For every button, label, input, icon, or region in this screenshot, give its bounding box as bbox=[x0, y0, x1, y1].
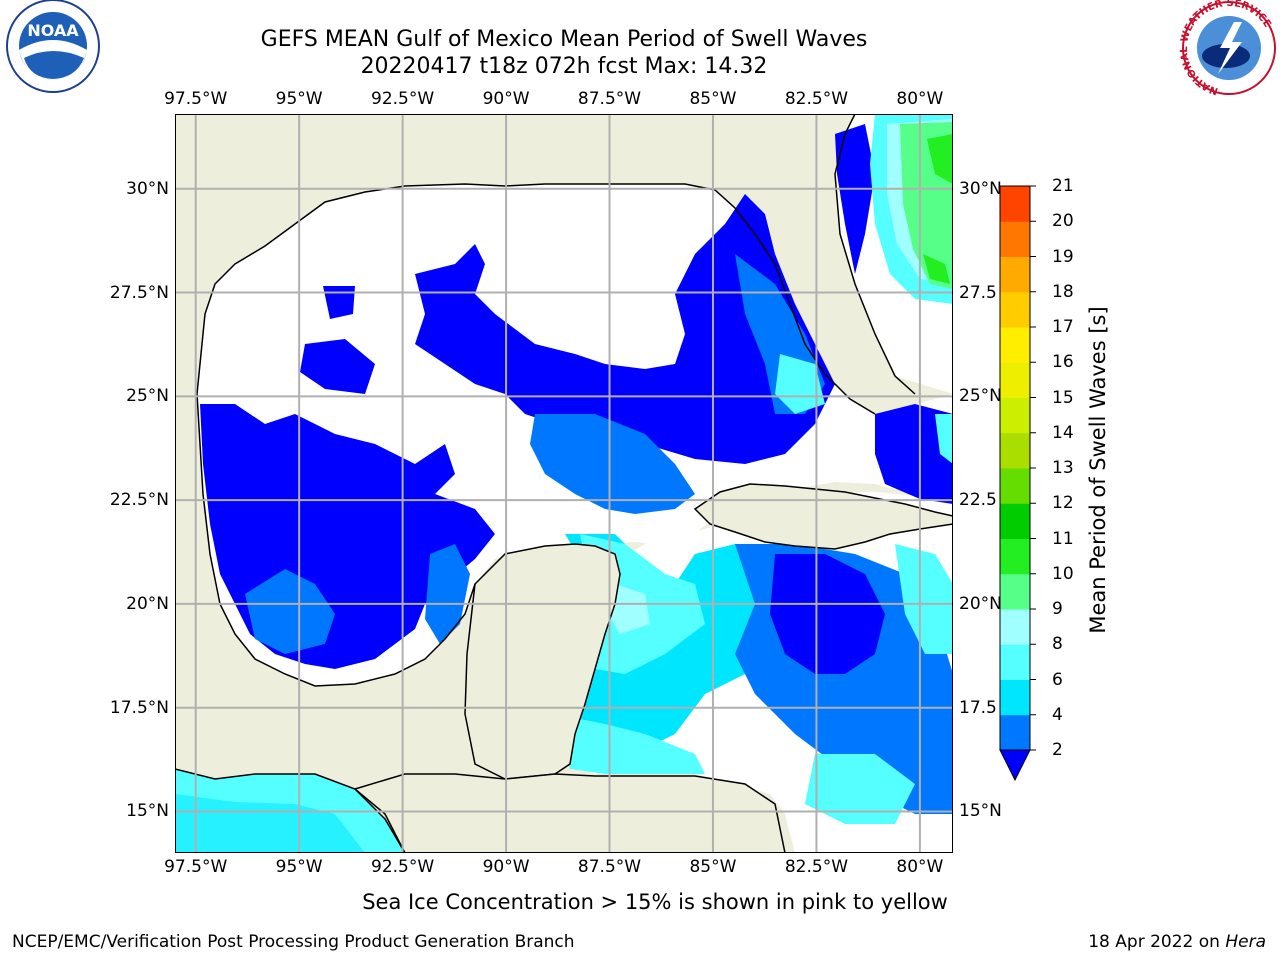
lat-tick-label-right: 20°N bbox=[959, 593, 1002, 614]
keys-cyan bbox=[775, 354, 825, 414]
pacific-coast bbox=[175, 768, 406, 853]
colorbar-tick-label: 6 bbox=[1052, 669, 1063, 690]
atlantic-blue bbox=[835, 124, 875, 274]
colorbar-segment bbox=[1000, 679, 1030, 716]
colorbar-tick-label: 17 bbox=[1052, 317, 1074, 337]
lon-tick-label-bottom: 95°W bbox=[275, 857, 323, 877]
colorbar-tick-label: 20 bbox=[1052, 211, 1074, 232]
lat-tick-label-right: 22.5 bbox=[959, 490, 997, 511]
map-plot bbox=[175, 114, 953, 853]
lat-tick-label-left: 30°N bbox=[126, 178, 169, 199]
chart-subtitle: 20220417 t18z 072h fcst Max: 14.32 bbox=[360, 54, 768, 79]
colorbar-tick-label: 15 bbox=[1052, 387, 1074, 408]
gulf-blue-nw bbox=[323, 286, 355, 319]
sea-ice-note: Sea Ice Concentration > 15% is shown in … bbox=[362, 890, 948, 914]
colorbar-segment bbox=[1000, 644, 1030, 680]
straits-cyan bbox=[935, 414, 953, 464]
lat-tick-label-right: 15°N bbox=[959, 801, 1002, 822]
lon-tick-label-top: 85°W bbox=[689, 89, 737, 109]
noaa-logo-text: NOAA bbox=[27, 21, 79, 40]
lon-tick-label-top: 90°W bbox=[482, 89, 530, 109]
colorbar-segment bbox=[1000, 503, 1030, 539]
lat-tick-label-left: 17.5°N bbox=[109, 697, 169, 718]
colorbar-tick-label: 19 bbox=[1052, 246, 1074, 267]
colorbar-segment bbox=[1000, 609, 1030, 645]
lon-tick-label-top: 87.5°W bbox=[577, 89, 642, 109]
carib-cyan-south bbox=[555, 714, 705, 774]
colorbar-segment bbox=[1000, 362, 1030, 398]
lon-tick-label-top: 97.5°W bbox=[164, 89, 228, 109]
colorbar-tick-label: 13 bbox=[1052, 458, 1074, 478]
atlantic-darkgreen-2 bbox=[923, 254, 950, 284]
colorbar-segment bbox=[1000, 468, 1030, 504]
colorbar-tick-label: 9 bbox=[1052, 599, 1063, 619]
lon-tick-label-top: 95°W bbox=[275, 89, 323, 109]
colorbar-segment bbox=[1000, 538, 1030, 575]
central-america-land bbox=[353, 773, 786, 853]
nws-logo: NATIONAL WEATHER SERVICE bbox=[1179, 0, 1276, 96]
lon-tick-label-bottom: 87.5°W bbox=[577, 857, 642, 877]
colorbar-segment bbox=[1000, 714, 1030, 751]
lon-tick-label-bottom: 90°W bbox=[482, 857, 530, 877]
colorbar-tick-label: 2 bbox=[1052, 740, 1063, 760]
colorbar-under-triangle bbox=[999, 749, 1031, 782]
chart-title: GEFS MEAN Gulf of Mexico Mean Period of … bbox=[260, 27, 868, 52]
colorbar-segment bbox=[1000, 221, 1030, 257]
colorbar-title: Mean Period of Swell Waves [s] bbox=[1086, 306, 1110, 634]
date-text: 18 Apr 2022 on bbox=[1088, 932, 1226, 952]
noaa-logo: NOAA bbox=[6, 0, 100, 93]
generated-date: 18 Apr 2022 on Hera bbox=[1088, 932, 1266, 952]
lat-tick-label-left: 20°N bbox=[126, 593, 169, 614]
colorbar-segment bbox=[1000, 327, 1030, 363]
lon-tick-label-bottom: 82.5°W bbox=[784, 857, 849, 877]
lat-tick-label-left: 27.5°N bbox=[109, 282, 169, 303]
gulf-medium-blue-sw bbox=[245, 569, 335, 654]
lat-tick-label-left: 25°N bbox=[126, 386, 169, 407]
colorbar bbox=[999, 185, 1036, 782]
colorbar-tick-label: 11 bbox=[1052, 528, 1074, 549]
credit-line: NCEP/EMC/Verification Post Processing Pr… bbox=[12, 932, 575, 952]
colorbar-tick-label: 18 bbox=[1052, 281, 1074, 302]
carib-east-blue bbox=[770, 554, 885, 674]
carib-east-cyan-2 bbox=[895, 544, 953, 654]
lon-tick-label-top: 82.5°W bbox=[784, 89, 849, 109]
colorbar-segment bbox=[1000, 397, 1030, 434]
gulf-blue-north bbox=[300, 339, 375, 394]
colorbar-segment bbox=[1000, 186, 1030, 222]
colorbar-tick-label: 8 bbox=[1052, 634, 1063, 655]
lat-tick-label-left: 22.5°N bbox=[109, 490, 169, 511]
atlantic-darkgreen bbox=[927, 134, 953, 184]
colorbar-tick-label: 12 bbox=[1052, 493, 1074, 514]
colorbar-tick-label: 10 bbox=[1052, 563, 1074, 584]
lon-tick-label-bottom: 97.5°W bbox=[164, 857, 228, 877]
yucatan-land bbox=[464, 543, 621, 780]
lon-tick-label-bottom: 92.5°W bbox=[371, 857, 435, 877]
lon-tick-label-top: 92.5°W bbox=[371, 89, 435, 109]
colorbar-tick-label: 14 bbox=[1052, 422, 1074, 443]
gulf-medium-blue bbox=[530, 414, 695, 514]
lat-tick-label-right: 25°N bbox=[959, 386, 1002, 407]
host-name: Hera bbox=[1225, 932, 1266, 952]
lon-tick-label-bottom: 80°W bbox=[896, 857, 944, 877]
lat-tick-label-left: 15°N bbox=[126, 801, 169, 822]
pacific-core bbox=[175, 794, 365, 853]
colorbar-segment bbox=[1000, 291, 1030, 328]
lon-tick-label-top: 80°W bbox=[896, 89, 944, 109]
florida-coast bbox=[834, 114, 916, 395]
colorbar-tick-label: 16 bbox=[1052, 352, 1074, 373]
colorbar-tick-label: 21 bbox=[1052, 176, 1074, 196]
lat-tick-label-right: 17.5 bbox=[959, 697, 997, 718]
carib-east-cyan bbox=[805, 754, 915, 824]
colorbar-segment bbox=[1000, 256, 1030, 293]
colorbar-segment bbox=[1000, 432, 1030, 469]
mexico-coast bbox=[196, 183, 876, 415]
gulf-medium-blue-bay bbox=[425, 544, 470, 644]
lat-tick-label-right: 30°N bbox=[959, 178, 1002, 199]
lat-tick-label-right: 27.5 bbox=[959, 282, 997, 303]
lon-tick-label-bottom: 85°W bbox=[689, 857, 737, 877]
straits-blue bbox=[875, 404, 953, 504]
colorbar-segment bbox=[1000, 573, 1030, 610]
colorbar-tick-label: 4 bbox=[1052, 704, 1063, 725]
